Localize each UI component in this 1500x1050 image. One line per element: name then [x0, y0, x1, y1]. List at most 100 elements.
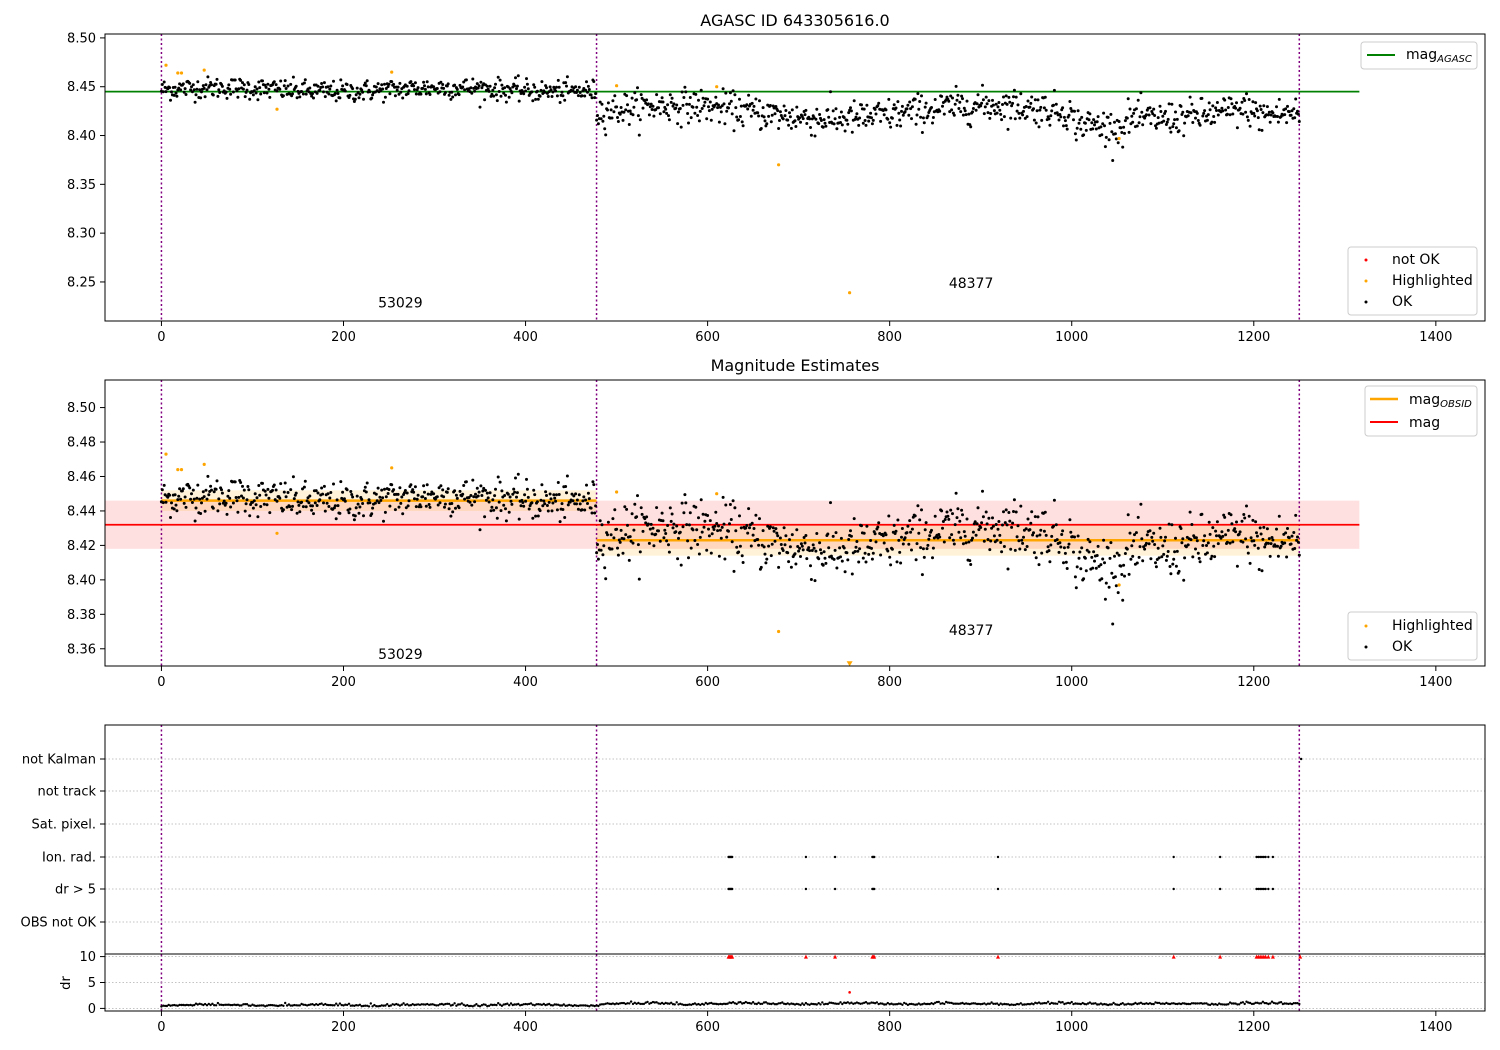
dr-point — [1168, 1002, 1172, 1006]
ok-point — [931, 116, 935, 119]
dr-point — [864, 1001, 868, 1004]
ok-point — [865, 103, 869, 107]
ok-point — [495, 99, 499, 103]
dr-point — [830, 1001, 833, 1004]
ok-point — [1174, 564, 1178, 568]
dr-point — [1174, 1002, 1177, 1006]
ok-point — [555, 508, 559, 512]
ok-point — [1228, 541, 1232, 545]
ok-point — [1215, 520, 1219, 524]
ok-point — [201, 84, 205, 88]
ok-point — [1156, 116, 1160, 120]
ok-point — [1256, 116, 1260, 120]
ok-point — [695, 528, 699, 532]
dr-point — [493, 1003, 496, 1006]
dr-point — [671, 1003, 675, 1006]
ok-point — [945, 95, 949, 99]
ok-point — [1240, 100, 1244, 104]
ok-point — [592, 80, 596, 83]
ok-point — [370, 512, 374, 516]
dr-point — [1207, 1003, 1210, 1006]
ok-point — [584, 88, 588, 92]
dr-point — [340, 1003, 343, 1007]
ok-point — [603, 127, 607, 131]
ok-point — [871, 551, 875, 555]
ok-point — [625, 94, 629, 98]
ok-point — [1018, 547, 1022, 551]
ok-point — [1095, 554, 1099, 557]
ok-point — [464, 480, 468, 484]
ok-point — [707, 527, 710, 531]
ok-point — [552, 493, 556, 497]
dr-y-tick-label: 5 — [88, 976, 96, 991]
ok-point — [649, 522, 653, 526]
ok-point — [555, 493, 558, 497]
dr-point — [366, 1004, 369, 1007]
ok-point — [1254, 520, 1258, 524]
ok-point — [196, 80, 200, 84]
ok-point — [1099, 125, 1103, 129]
ok-point — [1104, 135, 1108, 139]
ok-point — [243, 509, 247, 513]
ok-point — [981, 83, 984, 87]
ok-point — [496, 75, 500, 79]
ok-point — [169, 516, 172, 519]
ok-point — [271, 488, 274, 492]
ok-point — [1002, 510, 1005, 514]
dr-clipped-marker — [730, 954, 735, 959]
ok-point — [679, 125, 683, 129]
ok-point — [595, 551, 599, 555]
ok-point — [985, 522, 989, 526]
ok-point — [1279, 544, 1283, 548]
ok-point — [735, 545, 739, 549]
ok-point — [660, 511, 664, 515]
dr-point — [376, 1005, 380, 1008]
ok-point — [586, 502, 589, 505]
ok-point — [666, 524, 670, 527]
ok-point — [616, 116, 619, 119]
ok-point — [845, 551, 849, 555]
ok-point — [1173, 550, 1177, 554]
ok-point — [282, 490, 286, 494]
dr-point — [1290, 1002, 1294, 1006]
ok-point — [637, 577, 641, 581]
ok-point — [975, 522, 979, 526]
ok-point — [438, 501, 442, 505]
dr-point — [1085, 1003, 1088, 1006]
ok-point — [788, 111, 791, 115]
dr-point — [260, 1004, 263, 1007]
ok-point — [1076, 109, 1080, 113]
ok-point — [876, 525, 880, 529]
ok-point — [1040, 551, 1044, 555]
ok-point — [1088, 540, 1092, 544]
ok-point — [992, 534, 996, 538]
ok-point — [593, 96, 597, 100]
ok-point — [627, 558, 631, 562]
ok-point — [253, 85, 257, 89]
ok-point — [495, 516, 499, 520]
dr-point — [1292, 1002, 1296, 1005]
ok-point — [969, 563, 973, 566]
dr-clipped-marker — [1218, 954, 1223, 959]
ok-point — [927, 537, 931, 541]
ok-point — [773, 539, 777, 543]
ok-point — [1012, 95, 1015, 99]
ok-point — [259, 505, 263, 508]
ok-point — [794, 125, 798, 128]
dr-point — [253, 1004, 256, 1007]
flag-point — [1257, 887, 1260, 891]
dr-point — [1068, 1002, 1072, 1005]
ok-point — [732, 129, 736, 133]
dr-point — [609, 1002, 613, 1006]
dr-point — [1159, 1002, 1163, 1005]
ok-point — [986, 111, 990, 115]
ok-point — [1090, 121, 1094, 125]
dr-point — [444, 1002, 447, 1006]
dr-point — [433, 1003, 436, 1007]
ok-point — [1031, 533, 1035, 537]
ok-point — [297, 503, 301, 507]
ok-point — [1137, 555, 1141, 559]
dr-point — [677, 1003, 680, 1006]
ok-point — [693, 539, 697, 542]
ok-point — [913, 514, 917, 518]
